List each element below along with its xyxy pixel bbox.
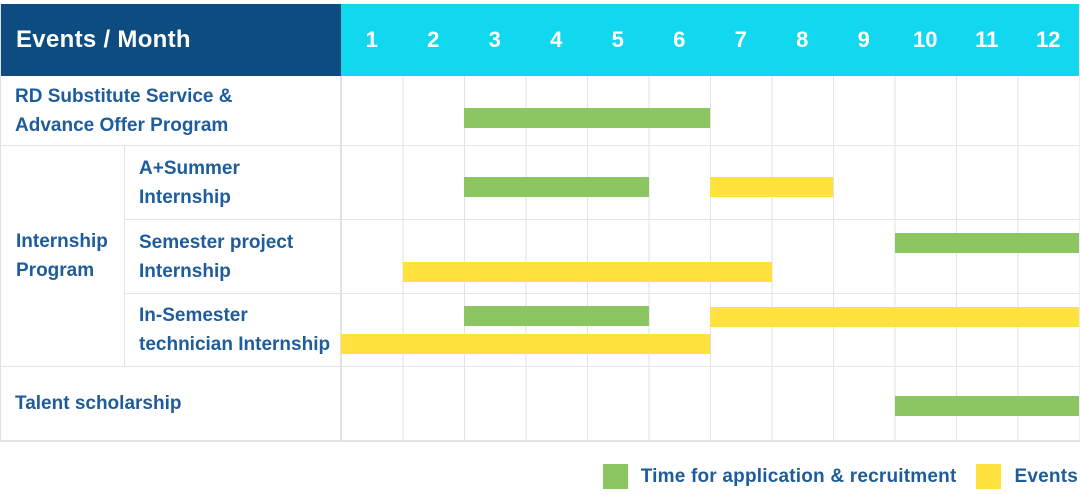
table-header-events-month: Events / Month [1, 4, 341, 76]
bar-event [710, 307, 1079, 327]
legend: Time for application & recruitment Event… [0, 464, 1080, 489]
bar-event [341, 334, 710, 354]
group-label-internship-program: Internship Program [1, 146, 125, 367]
bar-application-recruitment [894, 233, 1079, 253]
bar-event [710, 177, 833, 197]
legend-item-events: Events [976, 464, 1078, 489]
row-label-a-plus-summer-internship: A+Summer Internship [125, 146, 341, 220]
month-header-4: 4 [550, 27, 563, 52]
gantt-lane-semester-project-internship [341, 220, 1079, 294]
month-header-7: 7 [734, 27, 747, 52]
legend-label-events: Events [1014, 465, 1078, 487]
month-header-6: 6 [673, 27, 686, 52]
month-header-11: 11 [975, 27, 999, 52]
row-label-semester-project-internship: Semester project Internship [125, 220, 341, 294]
gantt-lane-a-plus-summer-internship [341, 146, 1079, 220]
row-label-talent-scholarship: Talent scholarship [1, 367, 341, 441]
gantt-lane-rd-substitute-service [341, 76, 1079, 146]
gantt-lane-talent-scholarship [341, 367, 1079, 441]
bar-event [402, 262, 772, 282]
month-header-12: 12 [1036, 27, 1061, 52]
bar-application-recruitment [464, 177, 649, 197]
bar-application-recruitment [464, 306, 649, 326]
month-header-row: 1 2 3 4 5 6 7 8 9 10 11 12 [341, 4, 1079, 76]
header-title: Events / Month [16, 26, 191, 53]
month-header-5: 5 [611, 27, 624, 52]
month-header-1: 1 [365, 27, 378, 52]
month-header-10: 10 [913, 27, 938, 52]
bar-application-recruitment [894, 396, 1079, 416]
legend-label-application: Time for application & recruitment [640, 465, 957, 487]
row-label-in-semester-technician-internship: In-Semester technician Internship [125, 294, 341, 367]
month-header-3: 3 [488, 27, 501, 52]
month-header-9: 9 [857, 27, 870, 52]
legend-swatch-yellow-icon [976, 464, 1002, 489]
bar-application-recruitment [464, 108, 710, 128]
legend-swatch-green-icon [602, 464, 628, 489]
month-header-2: 2 [427, 27, 440, 52]
gantt-lane-in-semester-technician-internship [341, 294, 1079, 367]
legend-item-application: Time for application & recruitment [602, 464, 957, 489]
month-header-8: 8 [796, 27, 809, 52]
row-label-rd-substitute-service: RD Substitute Service & Advance Offer Pr… [1, 76, 341, 146]
gantt-table: Events / Month 1 2 3 4 5 6 7 8 9 10 11 1… [0, 4, 1080, 442]
